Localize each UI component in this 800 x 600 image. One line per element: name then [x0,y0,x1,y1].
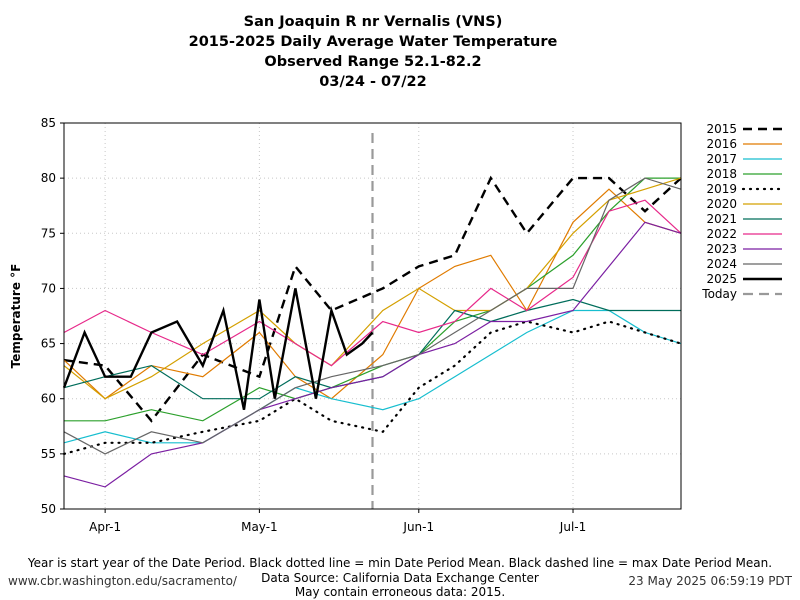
footer-source: Data Source: California Data Exchange Ce… [261,571,539,585]
legend-label: 2021 [706,212,737,226]
y-tick-label: 70 [41,281,56,295]
legend-label: 2016 [706,137,737,151]
series-line-2017 [63,309,682,444]
legend-label: 2023 [706,242,737,256]
series-line-2020 [63,177,682,400]
y-tick-label: 50 [41,502,56,516]
chart-title-line4: 03/24 - 07/22 [319,74,427,90]
chart-title-block: San Joaquin R nr Vernalis (VNS) 2015-202… [0,12,746,92]
series-line-2016 [63,188,682,400]
series-line-2024 [63,177,682,455]
y-tick-label: 80 [41,171,56,185]
legend-label: 2018 [706,167,737,181]
legend-label: 2019 [706,182,737,196]
chart-title-line3: Observed Range 52.1-82.2 [264,54,482,70]
x-tick-label: Jun-1 [402,520,434,534]
y-tick-label: 85 [41,116,56,130]
legend-label: 2017 [706,152,737,166]
footer-url[interactable]: www.cbr.washington.edu/sacramento/ [8,574,237,588]
series-line-2019 [62,320,683,455]
chart-title-line1: San Joaquin R nr Vernalis (VNS) [243,14,503,30]
legend-label: 2025 [706,272,737,286]
y-tick-label: 60 [41,392,56,406]
footer-warning: May contain erroneous data: 2015. [294,585,506,599]
x-tick-label: Jul-1 [559,520,586,534]
plot-frame [63,122,682,510]
footer-note: Year is start year of the Date Period. B… [27,556,773,570]
legend-label: 2015 [706,122,737,136]
series-line-2023 [63,221,682,488]
legend-label: 2022 [706,227,737,241]
x-tick-label: May-1 [241,520,278,534]
y-tick-label: 65 [41,337,56,351]
y-tick-label: 75 [41,226,56,240]
legend-label: Today [701,287,737,301]
y-axis-label: Temperature °F [9,264,23,369]
footer-timestamp: 23 May 2025 06:59:19 PDT [628,574,792,588]
legend-label: 2024 [706,257,737,271]
legend-label: 2020 [706,197,737,211]
series-line-2015 [63,175,682,423]
y-tick-label: 55 [41,447,56,461]
chart-title-line2: 2015-2025 Daily Average Water Temperatur… [188,34,558,50]
series-line-2025 [62,288,374,410]
x-tick-label: Apr-1 [89,520,121,534]
